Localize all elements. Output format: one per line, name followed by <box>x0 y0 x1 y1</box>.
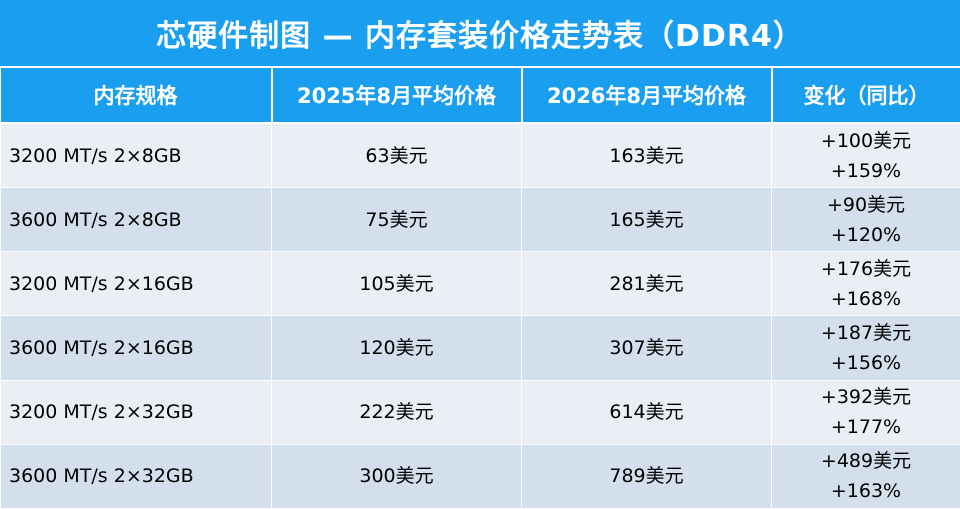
change-percent: +177% <box>830 416 902 439</box>
cell-price-2025: 120美元 <box>271 315 522 381</box>
change-percent: +159% <box>830 159 902 182</box>
cell-price-2026: 307美元 <box>521 315 772 381</box>
table-row: 3200 MT/s 2×8GB 63美元 163美元 +100美元 +159% <box>0 122 960 189</box>
header-cell-change: 变化（同比） <box>770 68 960 124</box>
cell-change: +187美元 +156% <box>771 315 960 381</box>
header-row: 内存规格 2025年8月平均价格 2026年8月平均价格 变化（同比） <box>0 68 960 124</box>
cell-spec: 3200 MT/s 2×32GB <box>0 379 272 445</box>
cell-spec: 3600 MT/s 2×8GB <box>0 187 272 253</box>
change-percent: +156% <box>830 352 902 375</box>
table-row: 3600 MT/s 2×32GB 300美元 789美元 +489美元 +163… <box>0 443 960 509</box>
change-absolute: +176美元 <box>820 257 912 280</box>
cell-price-2025: 300美元 <box>271 443 522 509</box>
cell-price-2026: 614美元 <box>521 379 772 445</box>
change-percent: +120% <box>830 223 902 246</box>
cell-price-2025: 105美元 <box>271 251 522 317</box>
cell-change: +90美元 +120% <box>771 187 960 253</box>
cell-price-2025: 75美元 <box>271 187 522 253</box>
price-table: 内存规格 2025年8月平均价格 2026年8月平均价格 变化（同比） 3200… <box>0 68 960 509</box>
header-cell-spec: 内存规格 <box>0 68 273 124</box>
table-row: 3600 MT/s 2×16GB 120美元 307美元 +187美元 +156… <box>0 315 960 381</box>
change-absolute: +489美元 <box>820 450 912 473</box>
header-cell-price-2026: 2026年8月平均价格 <box>520 68 773 124</box>
cell-spec: 3600 MT/s 2×16GB <box>0 315 272 381</box>
change-absolute: +392美元 <box>820 386 912 409</box>
table-row: 3200 MT/s 2×16GB 105美元 281美元 +176美元 +168… <box>0 251 960 317</box>
table-body: 3200 MT/s 2×8GB 63美元 163美元 +100美元 +159% … <box>0 122 960 509</box>
change-percent: +163% <box>830 480 902 503</box>
cell-spec: 3600 MT/s 2×32GB <box>0 443 272 509</box>
table-row: 3200 MT/s 2×32GB 222美元 614美元 +392美元 +177… <box>0 379 960 445</box>
cell-spec: 3200 MT/s 2×16GB <box>0 251 272 317</box>
change-absolute: +90美元 <box>826 193 906 216</box>
cell-price-2026: 163美元 <box>521 122 772 189</box>
change-absolute: +187美元 <box>820 322 912 345</box>
cell-change: +176美元 +168% <box>771 251 960 317</box>
table-header: 内存规格 2025年8月平均价格 2026年8月平均价格 变化（同比） <box>0 68 960 124</box>
cell-spec: 3200 MT/s 2×8GB <box>0 122 272 189</box>
cell-price-2025: 63美元 <box>271 122 522 189</box>
cell-change: +392美元 +177% <box>771 379 960 445</box>
title-bar: 芯硬件制图 — 内存套装价格走势表（DDR4） <box>0 0 960 68</box>
cell-price-2025: 222美元 <box>271 379 522 445</box>
cell-change: +100美元 +159% <box>771 122 960 189</box>
table-row: 3600 MT/s 2×8GB 75美元 165美元 +90美元 +120% <box>0 187 960 253</box>
change-percent: +168% <box>830 287 902 310</box>
header-cell-price-2025: 2025年8月平均价格 <box>270 68 523 124</box>
change-absolute: +100美元 <box>820 129 912 152</box>
cell-price-2026: 165美元 <box>521 187 772 253</box>
table-title: 芯硬件制图 — 内存套装价格走势表（DDR4） <box>156 19 804 54</box>
cell-price-2026: 789美元 <box>521 443 772 509</box>
cell-price-2026: 281美元 <box>521 251 772 317</box>
cell-change: +489美元 +163% <box>771 443 960 509</box>
